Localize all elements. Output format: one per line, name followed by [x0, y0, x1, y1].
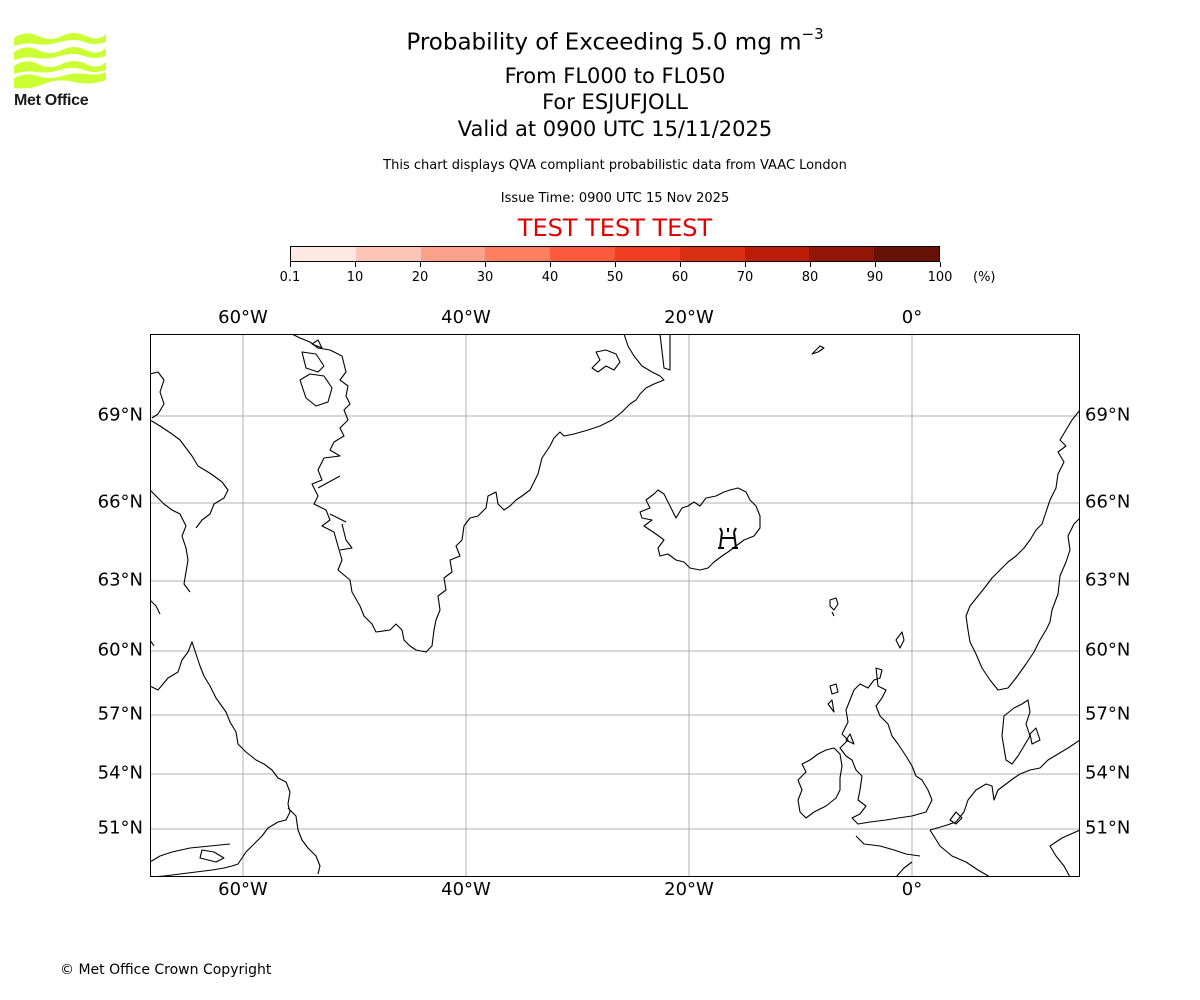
- colorbar-tick: [420, 262, 421, 267]
- map-panel[interactable]: [150, 334, 1080, 877]
- valid-time: Valid at 0900 UTC 15/11/2025: [457, 117, 773, 141]
- lat-label-left-57n: 57°N: [97, 703, 143, 725]
- colorbar-segment: [679, 247, 745, 261]
- lon-label-top-20w: 20°W: [664, 307, 714, 328]
- colorbar-tick-label: 90: [866, 270, 884, 285]
- lat-label-left-69n: 69°N: [97, 404, 143, 426]
- met-office-wave-icon: [14, 33, 106, 89]
- newfoundland-coast: [287, 807, 321, 875]
- colorbar-segment: [291, 247, 356, 261]
- met-office-logo: [14, 30, 108, 112]
- colorbar-tick-label: 80: [801, 270, 819, 285]
- lat-label-right-66n: 66°N: [1085, 491, 1131, 513]
- colorbar-tick: [745, 262, 746, 267]
- lon-label-bottom-20w: 20°W: [664, 879, 714, 900]
- lat-label-right-69n: 69°N: [1085, 404, 1131, 426]
- colorbar-tick-label: 0.1: [279, 270, 301, 285]
- test-banner: TEST TEST TEST: [517, 214, 713, 242]
- lon-label-bottom-40w: 40°W: [441, 879, 491, 900]
- colorbar-tick: [290, 262, 291, 267]
- ireland-coast: [797, 747, 843, 819]
- colorbar-tick-label: 100: [927, 270, 953, 285]
- colorbar-tick: [875, 262, 876, 267]
- lat-label-left-54n: 54°N: [97, 762, 143, 784]
- baffin-coast: [150, 371, 229, 647]
- lat-label-left-63n: 63°N: [97, 569, 143, 591]
- colorbar-tick: [680, 262, 681, 267]
- colorbar-tick: [810, 262, 811, 267]
- colorbar: [290, 246, 940, 262]
- colorbar-tick-label: 50: [606, 270, 624, 285]
- colorbar-tick-label: 10: [346, 270, 364, 285]
- lat-label-right-54n: 54°N: [1085, 762, 1131, 784]
- colorbar-segment: [550, 247, 615, 261]
- lon-label-top-40w: 40°W: [441, 307, 491, 328]
- colorbar-tick: [940, 262, 941, 267]
- lat-label-left-66n: 66°N: [97, 491, 143, 513]
- colorbar-tick-label: 30: [476, 270, 494, 285]
- issue-time: Issue Time: 0900 UTC 15 Nov 2025: [500, 191, 730, 206]
- lat-label-right-63n: 63°N: [1085, 569, 1131, 591]
- lat-label-right-60n: 60°N: [1085, 639, 1131, 661]
- colorbar-segment: [420, 247, 486, 261]
- lon-label-bottom-0: 0°: [901, 879, 923, 900]
- colorbar-tick-label: 60: [671, 270, 689, 285]
- coastlines: [150, 334, 1080, 877]
- lat-label-right-51n: 51°N: [1085, 817, 1131, 839]
- lat-label-right-57n: 57°N: [1085, 703, 1131, 725]
- colorbar-tick: [355, 262, 356, 267]
- lon-label-top-60w: 60°W: [218, 307, 268, 328]
- denmark-coast: [1001, 699, 1031, 765]
- map-frame: [150, 334, 1080, 877]
- colorbar-tick: [615, 262, 616, 267]
- graticule: [150, 334, 1080, 877]
- labrador-coast: [150, 641, 291, 877]
- colorbar-segment: [874, 247, 939, 261]
- colorbar-tick: [485, 262, 486, 267]
- colorbar-segment: [614, 247, 680, 261]
- colorbar-tick-label: 70: [736, 270, 754, 285]
- volcano-icon: [718, 527, 738, 549]
- colorbar-tick-label: 20: [411, 270, 429, 285]
- lat-label-left-51n: 51°N: [97, 817, 143, 839]
- great-britain-coast: [839, 667, 933, 825]
- norway-coast: [965, 409, 1080, 691]
- flight-level-range: From FL000 to FL050: [504, 64, 726, 88]
- colorbar-segment: [744, 247, 810, 261]
- colorbar-unit: (%): [973, 270, 996, 285]
- source-note: This chart displays QVA compliant probab…: [383, 158, 847, 173]
- lon-label-top-0: 0°: [901, 307, 923, 328]
- chart-title: Probability of Exceeding 5.0 mg m−3: [406, 25, 824, 56]
- colorbar-segment: [809, 247, 875, 261]
- colorbar-tick: [550, 262, 551, 267]
- copyright-notice: © Met Office Crown Copyright: [60, 962, 272, 978]
- lat-label-left-60n: 60°N: [97, 639, 143, 661]
- greenland-coast: [291, 334, 665, 653]
- colorbar-segment: [355, 247, 421, 261]
- met-office-logo-text: Met Office: [14, 92, 89, 109]
- colorbar-segment: [485, 247, 551, 261]
- europe-coast: [929, 739, 1080, 831]
- lon-label-bottom-60w: 60°W: [218, 879, 268, 900]
- iceland-coast: [639, 487, 761, 571]
- colorbar-tick-label: 40: [541, 270, 559, 285]
- volcano-name: For ESJUFJOLL: [542, 90, 688, 114]
